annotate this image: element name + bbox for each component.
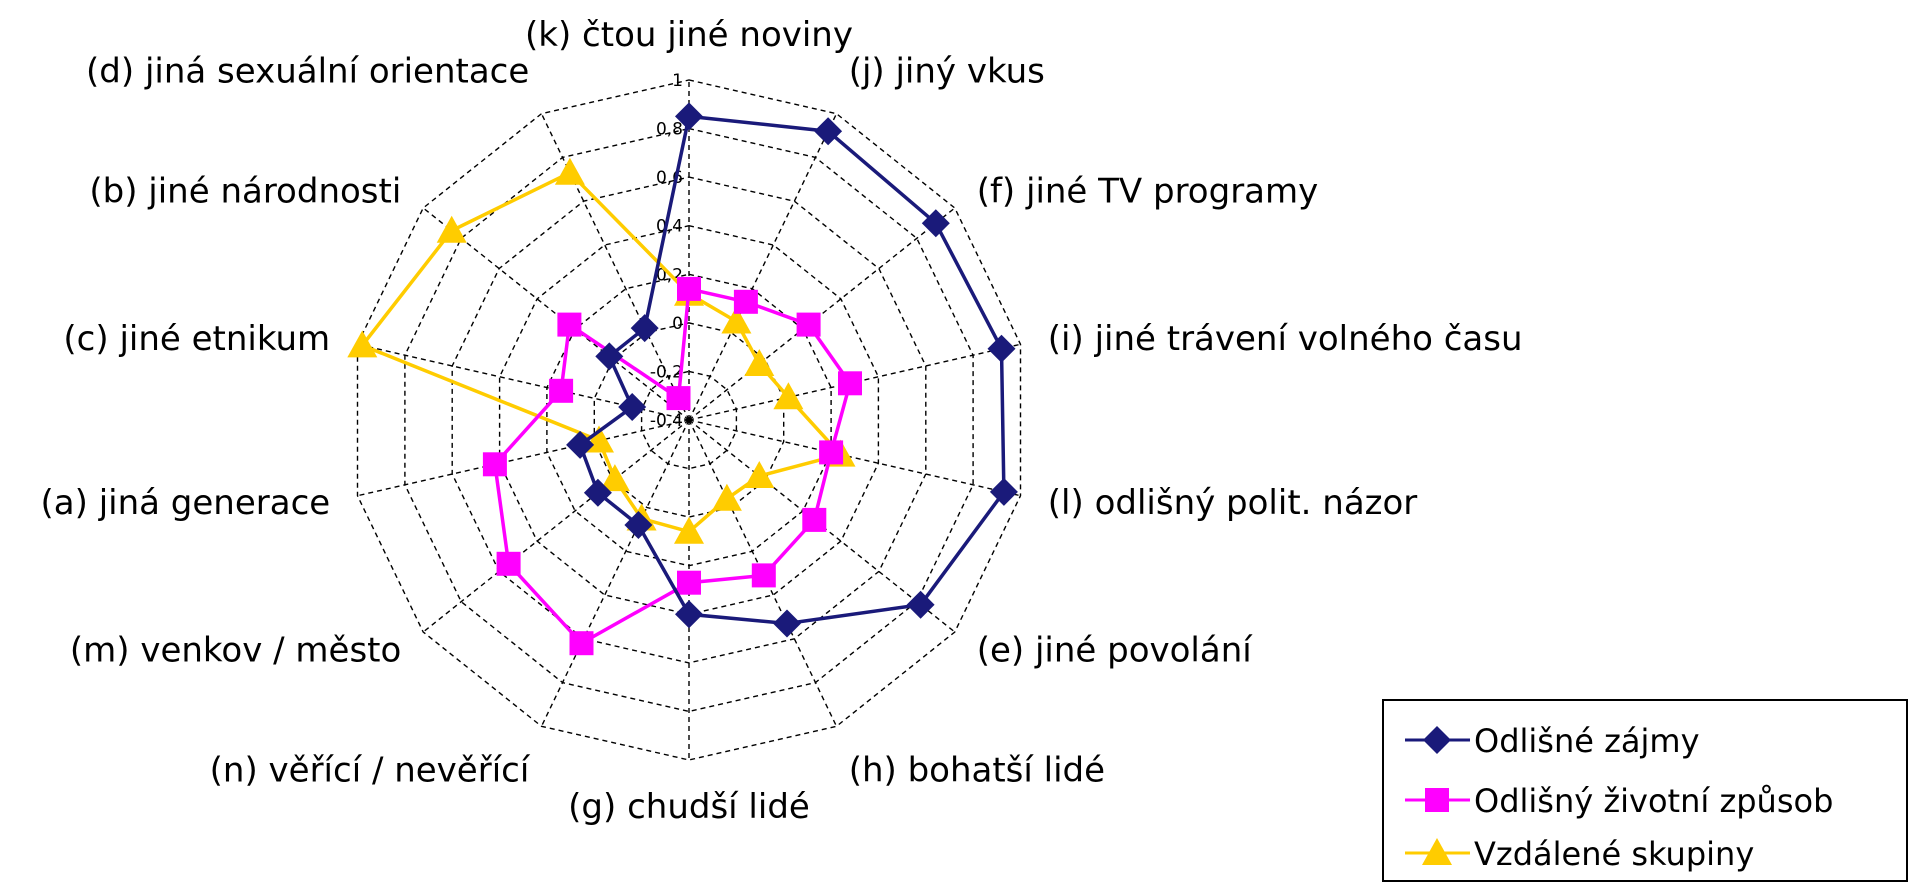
data-point-square xyxy=(802,507,827,532)
data-point-square xyxy=(496,551,521,576)
tick-label: -0,2 xyxy=(650,362,683,382)
data-point-diamond xyxy=(921,209,950,238)
data-point-diamond xyxy=(583,478,612,507)
grid-spoke xyxy=(422,419,690,633)
legend-item-vzdalene-skupiny: Vzdálené skupiny xyxy=(1405,835,1754,873)
data-point-square xyxy=(751,563,776,588)
grid-spoke xyxy=(688,113,838,421)
series-line-odlisne-zajmy xyxy=(577,114,1006,626)
data-point-diamond xyxy=(989,477,1018,506)
category-label-c-jine-etnikum: (c) jiné etnikum xyxy=(63,319,330,359)
grid-spoke xyxy=(422,207,690,421)
data-point-square xyxy=(482,452,507,477)
tick-label: 1 xyxy=(672,71,683,91)
data-point-triangle xyxy=(744,461,775,488)
data-point-square xyxy=(549,378,574,403)
data-point-square xyxy=(666,386,691,411)
data-point-triangle xyxy=(674,516,704,544)
category-label-f-jine-tv-programy: (f) jiné TV programy xyxy=(977,172,1319,212)
data-point-square xyxy=(569,631,594,656)
data-point-diamond xyxy=(814,117,843,146)
tick-label: 0,8 xyxy=(656,120,683,140)
data-point-diamond xyxy=(595,342,624,371)
tick-label: 0 xyxy=(672,314,683,334)
data-point-square xyxy=(796,312,821,337)
grid-spoke xyxy=(688,207,956,421)
category-label-i-jine-traveni-volneho-casu: (i) jiné trávení volného času xyxy=(1048,319,1523,359)
grid-ring xyxy=(640,370,738,470)
grid-spoke xyxy=(688,419,956,633)
category-label-b-jine-narodnosti: (b) jiné národnosti xyxy=(89,172,401,212)
category-label-a-jina-generace: (a) jiná generace xyxy=(41,483,331,523)
grid-spoke xyxy=(540,419,690,727)
radial-tick-labels: -0,4-0,200,20,40,60,81 xyxy=(650,71,683,431)
data-point-triangle xyxy=(347,330,378,358)
category-label-h-bohatsi-lide: (h) bohatší lidé xyxy=(849,751,1105,791)
data-point-square xyxy=(733,289,758,314)
data-point-diamond xyxy=(906,590,935,619)
data-point-triangle xyxy=(436,215,467,243)
legend-marker-triangle-icon xyxy=(1422,838,1452,865)
data-point-diamond xyxy=(630,314,659,343)
series-odlisne-zajmy xyxy=(566,102,1018,638)
legend-label-odlisne-zajmy: Odlišné zájmy xyxy=(1474,722,1700,760)
grid-ring xyxy=(356,79,1022,761)
data-point-square xyxy=(677,276,701,301)
data-point-diamond xyxy=(675,600,703,629)
data-point-diamond xyxy=(987,334,1016,363)
legend-box xyxy=(1382,699,1908,882)
data-point-triangle xyxy=(721,306,752,334)
legend-item-odlisny-zivotni-zpusob: Odlišný životní způsob xyxy=(1405,782,1833,820)
grid-spoke xyxy=(688,419,1021,497)
grid-spoke xyxy=(357,419,690,497)
tick-label: 0,4 xyxy=(656,217,683,237)
category-label-n-verici-neverici: (n) věřící / nevěřící xyxy=(210,751,531,791)
grid-ring xyxy=(451,176,927,664)
category-label-j-jiny-vkus: (j) jiný vkus xyxy=(849,51,1045,91)
data-point-square xyxy=(838,371,862,396)
category-label-g-chudsi-lide: (g) chudší lidé xyxy=(568,787,810,827)
data-point-square xyxy=(557,312,582,337)
grid-spoke xyxy=(688,343,1021,421)
grid-spoke xyxy=(688,419,838,727)
data-point-diamond xyxy=(618,393,647,421)
legend-marker-diamond-icon xyxy=(1423,726,1451,754)
tick-label: -0,4 xyxy=(650,411,683,431)
data-series xyxy=(347,102,1018,656)
legend-marker-square-icon xyxy=(1425,788,1449,812)
data-point-diamond xyxy=(566,430,595,459)
category-label-k-ctou-jine-noviny: (k) čtou jiné noviny xyxy=(525,15,853,55)
data-point-triangle xyxy=(744,349,775,376)
data-point-diamond xyxy=(675,102,703,131)
data-point-diamond xyxy=(773,609,801,638)
radar-grid xyxy=(356,79,1022,761)
category-label-d-jina-sexualni-orientace: (d) jiná sexuální orientace xyxy=(86,51,529,91)
category-labels: (k) čtou jiné noviny(j) jiný vkus (f) jin… xyxy=(41,15,1523,827)
data-point-triangle xyxy=(773,382,804,410)
category-label-m-venkov-mesto: (m) venkov / město xyxy=(70,630,401,670)
legend-item-odlisne-zajmy: Odlišné zájmy xyxy=(1405,722,1700,760)
grid-ring xyxy=(404,127,974,713)
data-point-triangle xyxy=(599,464,630,492)
data-point-triangle xyxy=(554,157,585,185)
category-label-l-odlisny-polit-nazor: (l) odlišný polit. názor xyxy=(1048,483,1418,523)
data-point-triangle xyxy=(711,483,742,511)
legend: Odlišné zájmy Odlišný životní způsob Vzd… xyxy=(1382,699,1908,882)
category-label-e-jine-povolani: (e) jiné povolání xyxy=(977,630,1254,670)
legend-label-vzdalene-skupiny: Vzdálené skupiny xyxy=(1474,835,1754,873)
data-point-square xyxy=(677,570,701,595)
data-point-square xyxy=(819,440,844,465)
data-point-diamond xyxy=(624,511,653,539)
legend-label-odlisny-zivotni-zpusob: Odlišný životní způsob xyxy=(1474,782,1833,820)
series-odlisny-zivotni-zpusob xyxy=(482,276,862,656)
